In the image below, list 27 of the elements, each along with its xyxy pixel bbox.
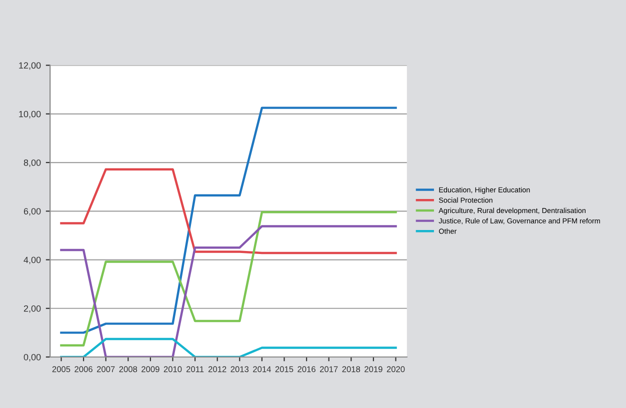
line-series: [60, 225, 397, 357]
x-tick-label: 2020: [386, 366, 405, 372]
x-tick-label: 2011: [186, 366, 204, 372]
x-tick-label: 2008: [119, 366, 138, 372]
x-tick-label: 2012: [208, 366, 226, 372]
y-tick-label: 4,00: [24, 256, 41, 264]
y-tick-label: 12,00: [19, 62, 41, 70]
y-tick-label: 10,00: [19, 110, 41, 118]
x-tick-label: 2016: [298, 366, 316, 372]
x-tick-label: 2007: [96, 366, 115, 372]
line-series: [60, 106, 397, 334]
x-tick-label: 2019: [364, 366, 382, 372]
x-tick-label: 2010: [164, 366, 182, 372]
y-tick-label: 2,00: [24, 305, 41, 313]
x-tick-label: 2017: [320, 366, 338, 372]
x-tick-label: 2009: [142, 366, 160, 372]
x-tick-label: 2005: [52, 366, 70, 372]
x-tick-label: 2006: [74, 366, 92, 372]
x-tick-label: 2013: [230, 366, 249, 372]
y-tick-label: 8,00: [24, 159, 41, 167]
line-series: [60, 168, 397, 254]
x-tick-label: 2015: [275, 366, 294, 372]
x-tick-label: 2018: [342, 366, 360, 372]
line-series: [60, 211, 397, 346]
y-tick-label: 0,00: [24, 354, 41, 362]
y-tick-label: 6,00: [24, 208, 41, 216]
x-tick-label: 2014: [253, 366, 271, 372]
